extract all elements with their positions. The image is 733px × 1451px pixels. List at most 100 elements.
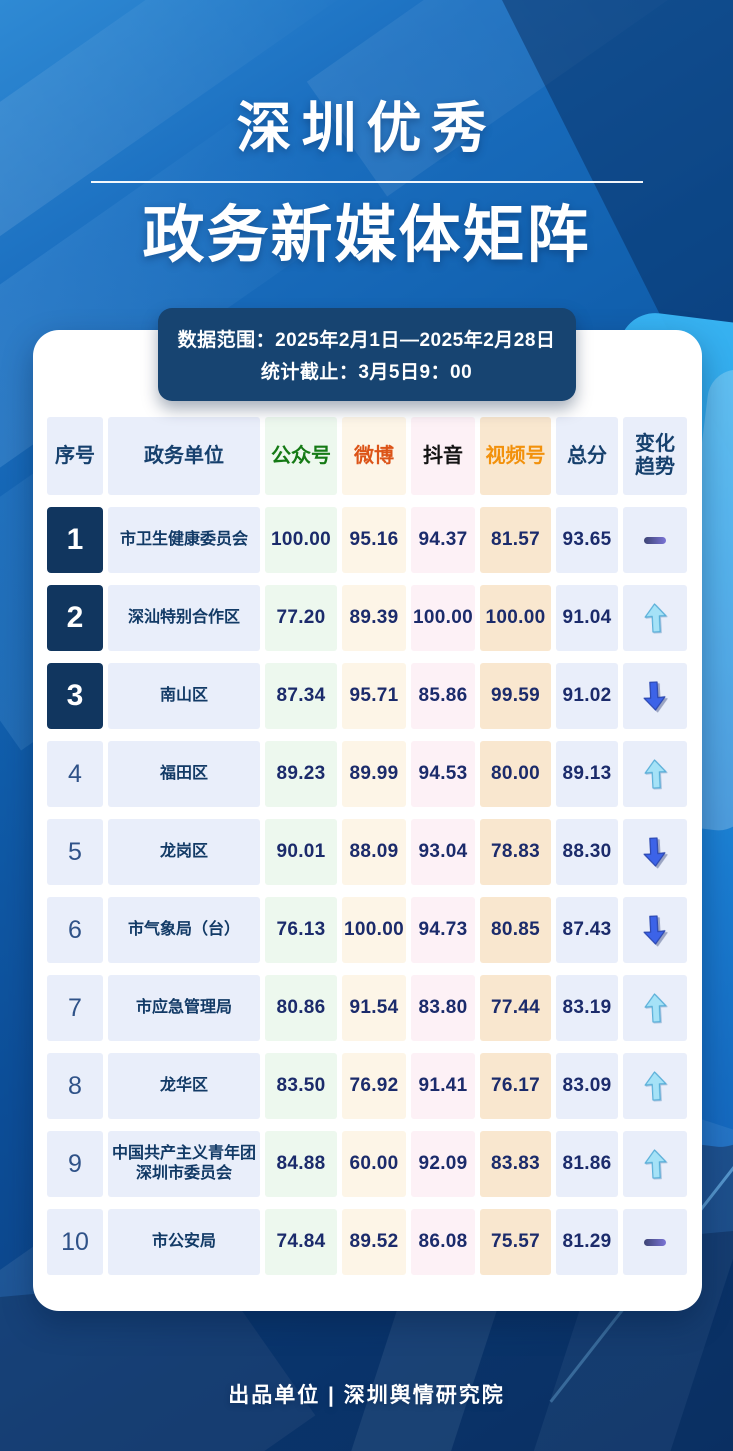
shipinhao-score-cell: 99.59 (480, 663, 551, 729)
total-score-cell: 83.09 (556, 1053, 618, 1119)
gongzhonghao-score-cell: 80.86 (265, 975, 337, 1041)
footer: 出品单位 | 深圳舆情研究院 (0, 1379, 733, 1409)
gongzhonghao-score-cell: 74.84 (265, 1209, 337, 1275)
douyin-score-cell: 94.37 (411, 507, 475, 573)
weibo-score-cell: 89.99 (342, 741, 406, 807)
trend-cell (623, 663, 687, 729)
shipinhao-score-cell: 80.00 (480, 741, 551, 807)
unit-cell: 市卫生健康委员会 (108, 507, 260, 573)
badge-cutoff-time: 统计截止：3月5日9：00 (260, 362, 473, 383)
header-gongzhonghao: 公众号 (265, 417, 337, 495)
rank-number: 5 (68, 837, 82, 866)
total-score-cell: 88.30 (556, 819, 618, 885)
douyin-score-cell: 92.09 (411, 1131, 475, 1197)
gongzhonghao-score-cell: 84.88 (265, 1131, 337, 1197)
unit-name: 龙华区 (159, 1077, 208, 1094)
unit-cell: 福田区 (108, 741, 260, 807)
shipinhao-score-cell: 78.83 (480, 819, 551, 885)
weibo-score-cell: 91.54 (342, 975, 406, 1041)
header-unit: 政务单位 (108, 417, 260, 495)
header-weibo: 微博 (342, 417, 406, 495)
total-score-cell: 89.13 (556, 741, 618, 807)
trend-up-icon (644, 759, 667, 789)
rank-number: 9 (68, 1149, 82, 1178)
ranking-card: 序号 政务单位 公众号 微博 抖音 视频号 总分 变化趋势 1 市卫生健康委员会… (33, 330, 702, 1311)
unit-name: 市气象局（台） (127, 921, 240, 938)
douyin-score-cell: 100.00 (411, 585, 475, 651)
trend-cell (623, 1053, 687, 1119)
trend-flat-icon (644, 536, 666, 544)
weibo-score-cell: 76.92 (342, 1053, 406, 1119)
page-title-line2: 政务新媒体矩阵 (142, 200, 591, 270)
trend-up-icon (644, 993, 667, 1023)
rank-number: 8 (68, 1071, 82, 1100)
rank-number: 3 (66, 679, 84, 712)
ranking-table: 序号 政务单位 公众号 微博 抖音 视频号 总分 变化趋势 1 市卫生健康委员会… (47, 417, 688, 1275)
trend-cell (623, 1209, 687, 1275)
header-rank: 序号 (47, 417, 103, 495)
trend-up-icon (644, 603, 667, 633)
douyin-score-cell: 91.41 (411, 1053, 475, 1119)
rank-number: 7 (68, 993, 82, 1022)
unit-cell: 龙华区 (108, 1053, 260, 1119)
total-score-cell: 91.04 (556, 585, 618, 651)
unit-name: 市公安局 (151, 1233, 216, 1250)
trend-up-icon (644, 1071, 667, 1101)
page-title-line1: 深圳优秀 (236, 97, 497, 159)
weibo-score-cell: 60.00 (342, 1131, 406, 1197)
trend-cell (623, 585, 687, 651)
title-divider (90, 180, 643, 183)
shipinhao-score-cell: 76.17 (480, 1053, 551, 1119)
rank-cell: 2 (47, 585, 103, 651)
trend-down-icon (643, 915, 666, 945)
title-block: 深圳优秀 政务新媒体矩阵 (0, 98, 733, 268)
total-score-cell: 87.43 (556, 897, 618, 963)
total-score-cell: 93.65 (556, 507, 618, 573)
rank-cell: 10 (47, 1209, 103, 1275)
shipinhao-score-cell: 80.85 (480, 897, 551, 963)
weibo-score-cell: 95.16 (342, 507, 406, 573)
rank-number: 6 (68, 915, 82, 944)
unit-cell: 南山区 (108, 663, 260, 729)
unit-cell: 市气象局（台） (108, 897, 260, 963)
trend-down-icon (643, 837, 666, 867)
douyin-score-cell: 93.04 (411, 819, 475, 885)
trend-cell (623, 1131, 687, 1197)
rank-number: 10 (61, 1227, 89, 1256)
unit-name: 市应急管理局 (135, 999, 232, 1016)
douyin-score-cell: 94.53 (411, 741, 475, 807)
unit-cell: 中国共产主义青年团深圳市委员会 (108, 1131, 260, 1197)
trend-cell (623, 975, 687, 1041)
trend-cell (623, 741, 687, 807)
gongzhonghao-score-cell: 76.13 (265, 897, 337, 963)
shipinhao-score-cell: 75.57 (480, 1209, 551, 1275)
gongzhonghao-score-cell: 77.20 (265, 585, 337, 651)
header-shipinhao: 视频号 (480, 417, 551, 495)
trend-up-icon (644, 1149, 667, 1179)
header-trend: 变化趋势 (623, 417, 687, 495)
gongzhonghao-score-cell: 90.01 (265, 819, 337, 885)
gongzhonghao-score-cell: 87.34 (265, 663, 337, 729)
footer-credit: 出品单位 | 深圳舆情研究院 (228, 1384, 505, 1407)
douyin-score-cell: 94.73 (411, 897, 475, 963)
douyin-score-cell: 86.08 (411, 1209, 475, 1275)
trend-down-icon (643, 681, 666, 711)
trend-flat-icon (644, 1238, 666, 1246)
header-total: 总分 (556, 417, 618, 495)
rank-cell: 3 (47, 663, 103, 729)
weibo-score-cell: 100.00 (342, 897, 406, 963)
unit-name: 南山区 (159, 687, 208, 704)
trend-cell (623, 819, 687, 885)
rank-cell: 1 (47, 507, 103, 573)
rank-number: 4 (68, 759, 82, 788)
douyin-score-cell: 83.80 (411, 975, 475, 1041)
header-douyin: 抖音 (411, 417, 475, 495)
rank-cell: 7 (47, 975, 103, 1041)
gongzhonghao-score-cell: 100.00 (265, 507, 337, 573)
rank-number: 1 (66, 523, 84, 556)
shipinhao-score-cell: 83.83 (480, 1131, 551, 1197)
rank-cell: 4 (47, 741, 103, 807)
unit-name: 市卫生健康委员会 (119, 531, 248, 548)
unit-cell: 市公安局 (108, 1209, 260, 1275)
